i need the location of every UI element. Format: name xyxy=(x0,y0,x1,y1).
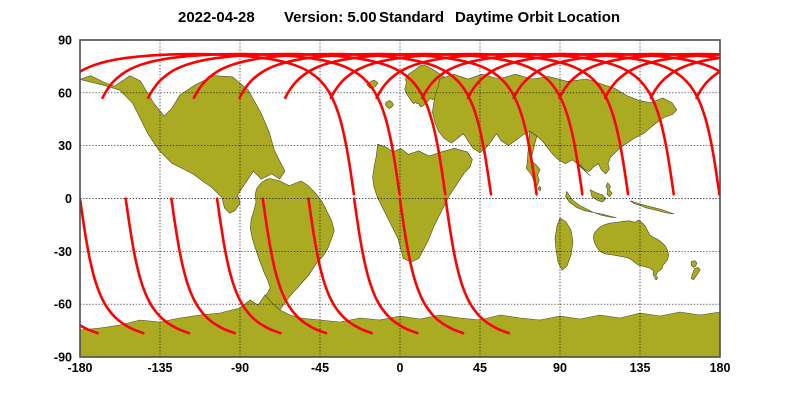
svg-text:-60: -60 xyxy=(54,298,72,312)
svg-text:180: 180 xyxy=(710,361,731,375)
svg-text:0: 0 xyxy=(397,361,404,375)
svg-text:30: 30 xyxy=(58,139,72,153)
svg-text:-90: -90 xyxy=(54,351,72,365)
svg-text:-30: -30 xyxy=(54,245,72,259)
svg-text:2022-04-28: 2022-04-28 xyxy=(178,9,255,26)
svg-text:90: 90 xyxy=(58,34,72,48)
svg-text:90: 90 xyxy=(553,361,567,375)
svg-text:60: 60 xyxy=(58,86,72,100)
svg-text:0: 0 xyxy=(65,192,72,206)
svg-text:-45: -45 xyxy=(311,361,329,375)
svg-text:45: 45 xyxy=(473,361,487,375)
svg-text:Daytime Orbit Location: Daytime Orbit Location xyxy=(455,9,620,26)
svg-text:Standard: Standard xyxy=(379,9,444,26)
svg-text:-135: -135 xyxy=(147,361,172,375)
svg-text:-90: -90 xyxy=(231,361,249,375)
svg-text:Version: 5.00: Version: 5.00 xyxy=(284,9,377,26)
svg-text:135: 135 xyxy=(630,361,651,375)
